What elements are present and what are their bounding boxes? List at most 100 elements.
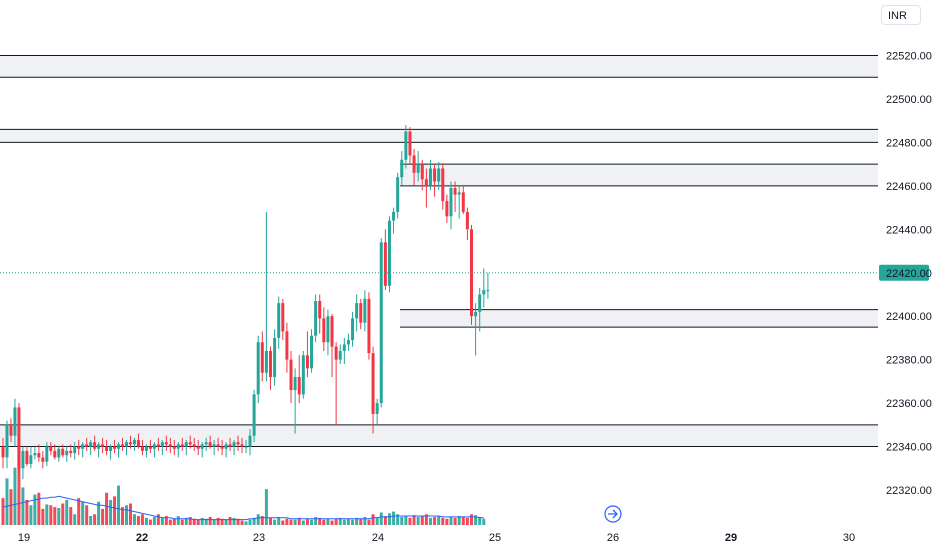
volume-bar [85,505,89,525]
candle-body [355,303,359,319]
time-axis[interactable]: 19 22 23 24 25 26 29 30 [18,532,855,544]
candle-body [465,211,469,230]
price-tick-label: 22520.00 [886,51,932,63]
candle-body [212,444,216,447]
volume-bar [387,513,391,525]
volume-bar [140,514,144,525]
date-tick-label: 26 [607,532,619,544]
last-price-label: 22420.00 [886,268,932,280]
price-tick-label: 22380.00 [886,355,932,367]
volume-bar [281,520,285,525]
candle-body [453,188,457,195]
candle-body [474,311,478,317]
zone-fill [0,55,878,78]
volume-bar [424,514,428,525]
volume-bar [453,517,457,525]
volume-bar [65,499,69,525]
last-price-badge [879,264,929,281]
volume-bar [445,518,449,525]
candle-body [140,446,144,451]
candle-body [338,350,342,360]
volume-bar [57,507,61,525]
volume-bar [180,519,184,525]
volume-bar [383,516,387,525]
candle-body [93,442,97,449]
volume-bar [289,519,293,525]
currency-label[interactable]: INR [881,5,921,25]
volume-bar [132,514,136,525]
candle-body [220,446,224,449]
price-tick-label: 22340.00 [886,442,932,454]
candle-body [25,450,29,464]
volume-bar [117,485,121,525]
volume-bar [256,514,260,525]
candle-body [228,444,232,447]
candle-body [441,168,445,202]
volume-bar [25,499,29,525]
candle-body [437,168,441,182]
candle-body [144,446,148,451]
candle-body [176,444,180,449]
candle-body [41,457,45,462]
volume-bar [301,520,305,525]
volume-bar [363,516,367,525]
price-axis[interactable]: 22320.00 22340.00 22360.00 22380.00 22400.00… [879,51,932,498]
zone-fill [0,424,878,447]
candle-body [310,335,314,369]
volume-bar [81,501,85,525]
candle-body [53,450,57,458]
volume-bar [375,517,379,525]
candle-body [240,444,244,447]
price-tick-label: 22440.00 [886,224,932,236]
candle-body [396,177,400,212]
candle-body [256,342,260,395]
volume-bar [355,517,359,525]
volume-bar [482,518,486,525]
candle-body [285,331,289,360]
candle-body [486,290,490,292]
volume-bar [168,519,172,525]
candle-body [125,442,128,447]
price-tick-label: 22400.00 [886,311,932,323]
candle-body [367,298,371,354]
volume-bar [216,517,220,525]
volume-bar [334,518,338,525]
volume-bar [457,516,461,525]
candle-body [184,442,188,447]
price-tick-label: 22500.00 [886,94,932,106]
candle-body [152,444,156,449]
volume-ma-line [2,495,484,521]
volume-bar [330,520,334,525]
volume-bar [404,516,408,525]
date-tick-label: 22 [136,532,148,544]
candle-body [269,350,273,378]
volume-bar [164,516,168,525]
candle-body [5,424,9,458]
scroll-to-realtime-button[interactable] [604,505,622,523]
candle-body [400,159,404,178]
candle-body [204,442,208,445]
volume-bar [437,516,441,525]
volume-bar [346,518,350,525]
zone-fill [400,309,878,328]
volume-bar [69,507,73,525]
candle-body [196,446,200,449]
candle-body [363,298,367,323]
candle-body [264,350,268,373]
candle-body [17,407,21,469]
volume-bar [97,501,101,525]
candle-body [445,201,449,217]
volume-bar [184,517,188,525]
volume-bar [264,489,268,525]
volume-bar [49,505,53,525]
volume-bar [310,519,314,525]
candle-body [297,377,301,395]
volume-bar [93,514,97,525]
candle-body [289,359,293,391]
volume-bar [367,519,371,525]
candle-body [236,442,240,445]
candle-body [192,444,196,447]
volume-bar [29,505,33,525]
volume-bar [220,518,224,525]
